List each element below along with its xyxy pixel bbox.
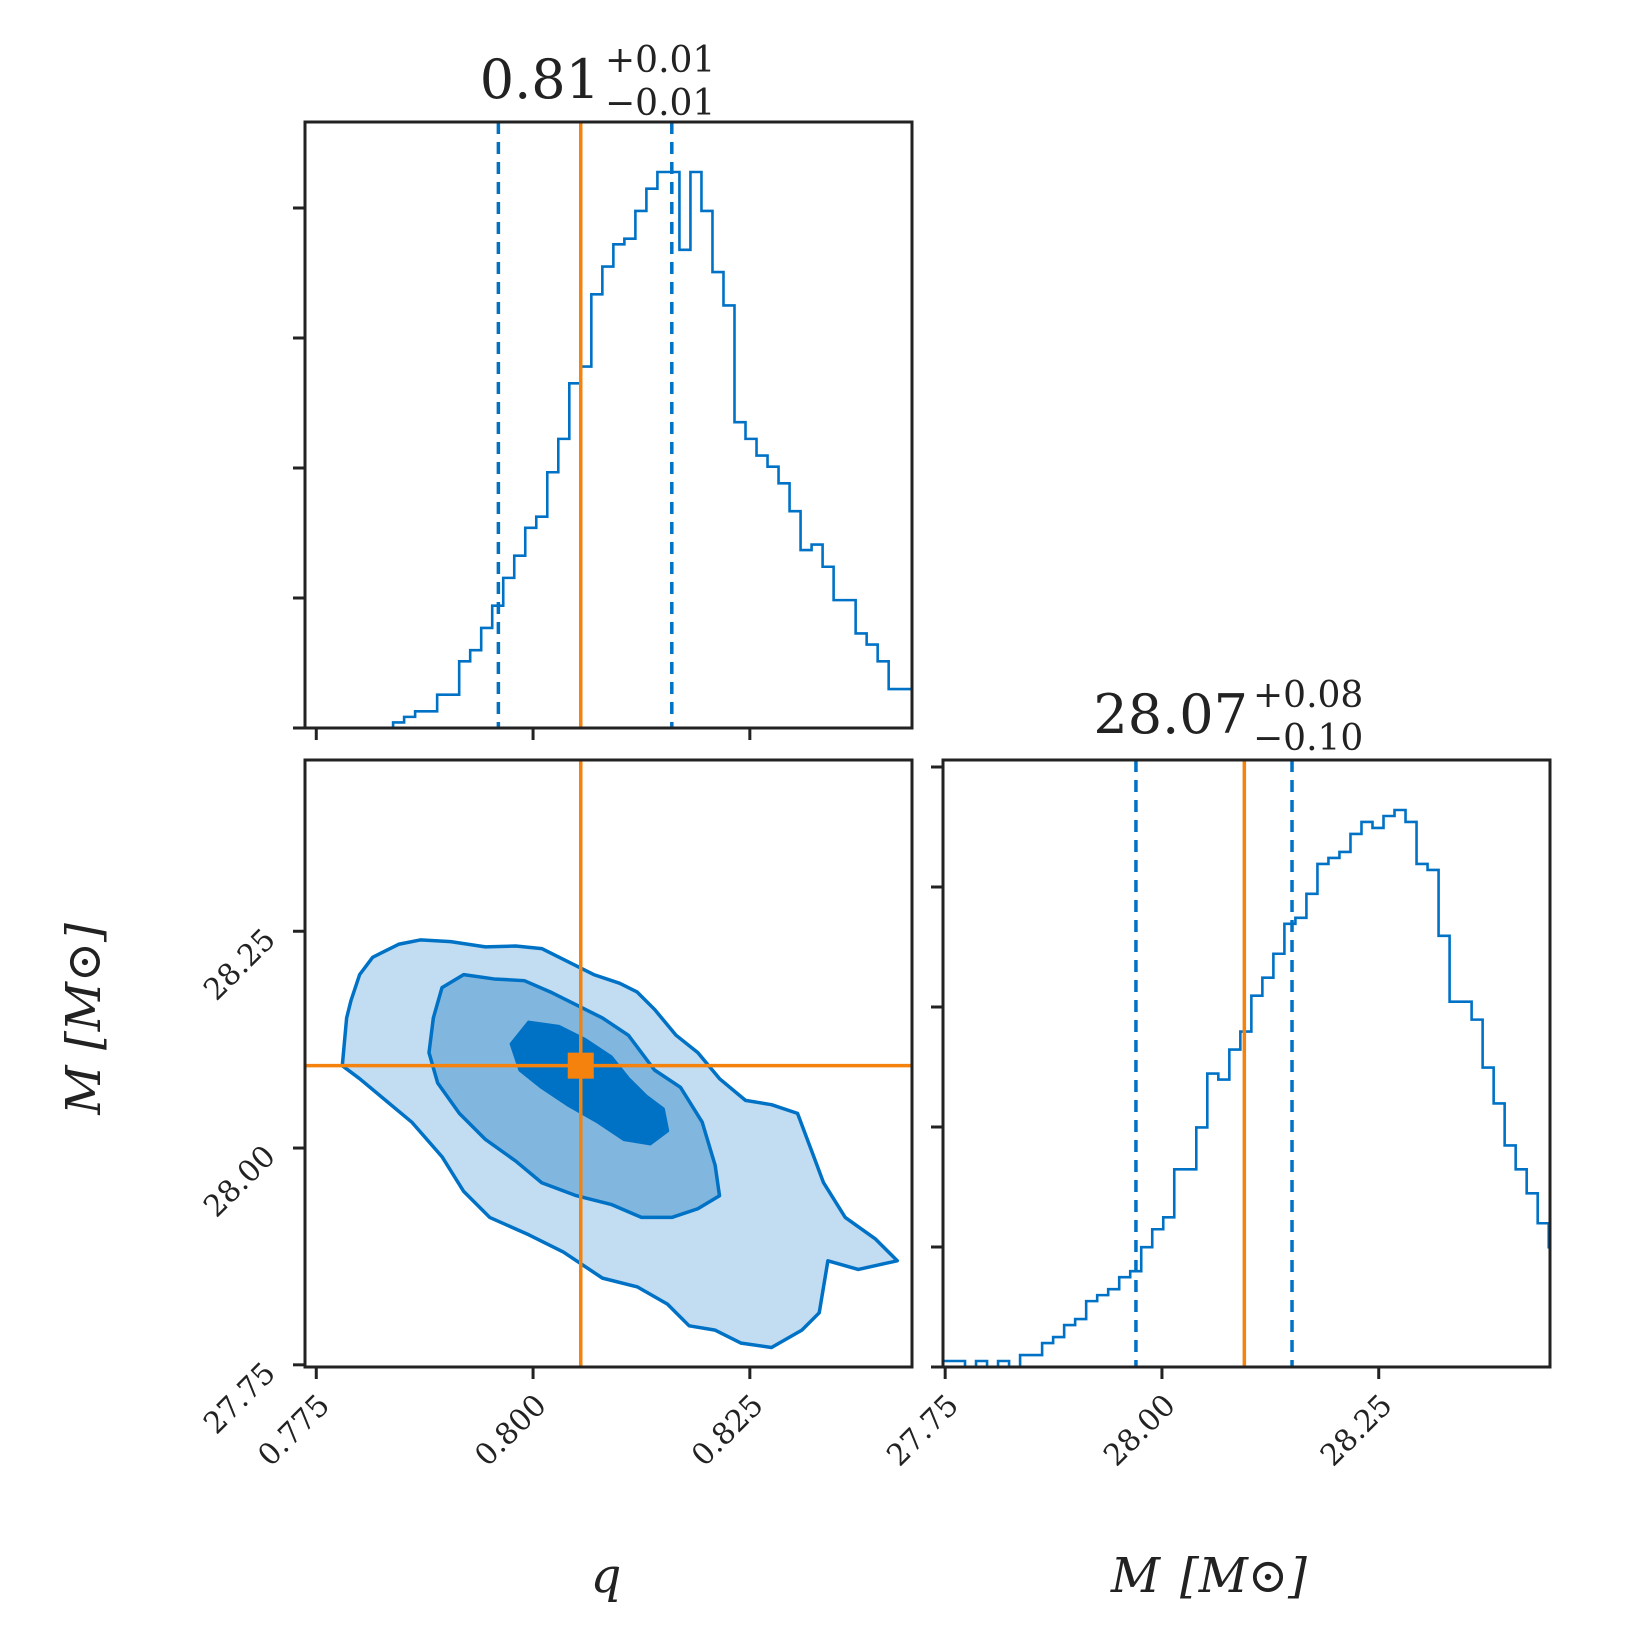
M-title-minus: −0.10 [1253,718,1363,759]
M-axis-label-symbol: M [1110,1548,1162,1604]
M-histogram-panel: 27.75 28.00 28.25 [880,758,1552,1473]
M-histogram-frame [941,758,1552,1369]
M-xtick-label-2: 28.25 [1314,1388,1399,1473]
M-histogram-steps [943,808,1550,1369]
M-axis-label-left-unit: [M⊙] [56,923,112,1050]
q-axis-label: q [591,1548,622,1604]
q-histogram-panel [293,120,914,740]
q-M-contour-panel: 0.775 0.800 0.825 27.75 28.00 28.25 [197,758,914,1473]
q-xtick-label-0: 0.775 [251,1388,336,1473]
M-title-plus: +0.08 [1253,675,1363,716]
M-ytick-label-1: 28.00 [197,1139,282,1224]
q-xtick-label-1: 0.800 [468,1388,553,1473]
M-xtick-label-0: 27.75 [880,1388,965,1473]
q-xtick-label-2: 0.825 [685,1388,770,1473]
M-ytick-label-0: 27.75 [197,1356,282,1441]
M-axis-label-bottom: M [M⊙] [1110,1548,1307,1604]
M-axis-label-left: M [M⊙] [56,923,112,1116]
truth-marker [567,1052,594,1079]
q-title-median: 0.81 [480,48,600,111]
M-axis-label-left-symbol: M [56,1064,112,1116]
M-title-median: 28.07 [1093,683,1248,746]
q-title-plus: +0.01 [605,40,715,81]
contour-frame [303,758,914,1369]
q-histogram-steps [305,170,912,730]
q-title-minus: −0.01 [605,83,715,124]
M-xtick-label-1: 28.00 [1097,1388,1182,1473]
M-axis-label-unit: [M⊙] [1180,1548,1307,1604]
contour-inner [509,1020,670,1146]
M-ytick-label-2: 28.25 [197,922,282,1007]
q-histogram-frame [303,120,914,730]
